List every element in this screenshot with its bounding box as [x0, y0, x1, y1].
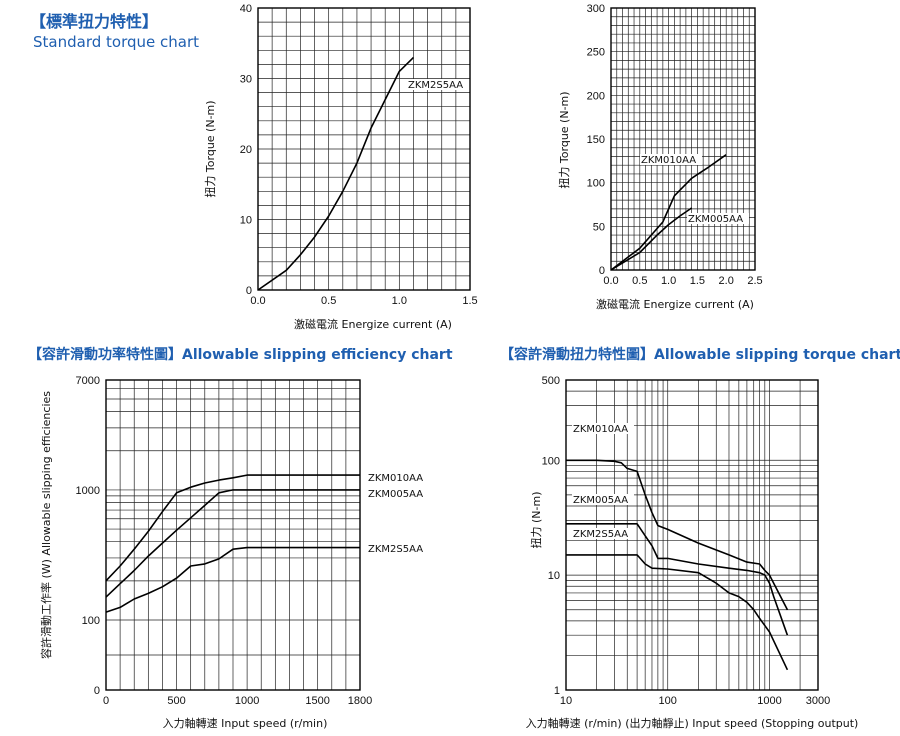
series-line-zkm010aa — [105, 474, 360, 582]
x-tick-label: 0 — [103, 695, 109, 707]
slip-efficiency-chart: 0 500 1000 1500 1800 0 100 1000 7000 入力軸轉速 Input … — [39, 375, 429, 730]
series-label-bg — [367, 472, 429, 483]
x-tick-label: 1000 — [757, 695, 781, 707]
series-line-zkm005aa — [610, 207, 693, 271]
y-tick-label: 0 — [599, 265, 605, 277]
series-label-bg — [367, 543, 429, 554]
x-tick-label: 100 — [659, 695, 677, 707]
torque-small-ylabel: 扭力 Torque (N-m) — [203, 100, 217, 197]
y-tick-label: 0 — [246, 285, 252, 297]
series-label-zkm005aa: ZKM005AA — [368, 489, 423, 500]
x-tick-label: 1.0 — [392, 295, 407, 307]
slip-efficiency-grid — [105, 379, 361, 691]
y-tick-label: 10 — [240, 215, 252, 227]
series-label-bg — [687, 213, 749, 224]
torque-large-chart: 0.0 0.5 1.0 1.5 2.0 2.5 0 50 100 150 200 250 300 激磁電流… — [557, 3, 763, 311]
series-label-zkm2s5aa: ZKM2S5AA — [368, 544, 423, 555]
y-tick-label: 40 — [240, 3, 252, 15]
x-tick-label: 0.5 — [321, 295, 336, 307]
series-label-bg — [572, 423, 634, 434]
y-tick-label: 7000 — [76, 375, 100, 387]
y-tick-label: 1000 — [76, 485, 100, 497]
series-label-zkm005aa: ZKM005AA — [688, 214, 743, 225]
series-line-zkm010aa — [610, 154, 727, 271]
series-label-bg — [572, 494, 634, 505]
x-tick-label: 2.5 — [747, 275, 762, 287]
series-line-zkm2s5aa — [105, 546, 360, 613]
y-tick-label: 20 — [240, 144, 252, 156]
series-label-bg — [367, 488, 429, 499]
x-tick-label: 1500 — [305, 695, 329, 707]
torque-large-xlabel: 激磁電流 Energize current (A) — [596, 297, 754, 311]
series-label-zkm010aa: ZKM010AA — [573, 424, 628, 435]
slip-torque-xlabel: 入力軸轉速 (r/min) (出力軸靜止) Input speed (Stopp… — [526, 716, 859, 730]
x-tick-label: 1.5 — [462, 295, 477, 307]
slip-efficiency-frame — [105, 379, 361, 691]
y-tick-label: 100 — [542, 455, 560, 467]
torque-small-chart: 0.0 0.5 1.0 1.5 0 10 20 30 40 激磁電流 Energize curre… — [203, 3, 478, 331]
series-label-zkm010aa: ZKM010AA — [368, 473, 423, 484]
x-tick-label: 0.0 — [250, 295, 265, 307]
y-tick-label: 500 — [542, 375, 560, 387]
y-tick-label: 30 — [240, 74, 252, 86]
series-label-zkm2s5aa: ZKM2S5AA — [408, 80, 463, 91]
y-tick-label: 300 — [587, 3, 605, 15]
series-label-bg — [640, 154, 702, 165]
series-line-zkm010aa — [566, 459, 789, 611]
torque-small-xlabel: 激磁電流 Energize current (A) — [294, 317, 452, 331]
series-line-zkm005aa — [566, 522, 789, 636]
slip-torque-frame — [565, 379, 819, 691]
slip-efficiency-ylabel: 容許滑動工作率 (W) Allowable slipping efficienc… — [39, 391, 53, 659]
y-tick-label: 200 — [587, 90, 605, 102]
x-tick-label: 0.5 — [632, 275, 647, 287]
torque-large-grid — [610, 7, 756, 271]
x-tick-label: 1.5 — [690, 275, 705, 287]
x-tick-label: 500 — [167, 695, 185, 707]
slip-torque-ylabel: 扭力 (N-m) — [529, 492, 543, 549]
slip-efficiency-xlabel: 入力軸轉速 Input speed (r/min) — [163, 716, 328, 730]
y-tick-label: 100 — [82, 615, 100, 627]
y-tick-label: 0 — [94, 685, 100, 697]
y-tick-label: 150 — [587, 134, 605, 146]
y-tick-label: 10 — [548, 570, 560, 582]
slip-efficiency-heading: 【容許滑動功率特性圖】Allowable slipping efficiency… — [28, 347, 453, 363]
series-line-zkm2s5aa — [257, 56, 415, 291]
y-tick-label: 100 — [587, 178, 605, 190]
torque-large-ylabel: 扭力 Torque (N-m) — [557, 91, 571, 188]
series-label-bg — [572, 528, 634, 539]
y-tick-label: 1 — [554, 685, 560, 697]
y-tick-label: 250 — [587, 47, 605, 59]
series-label-zkm010aa: ZKM010AA — [641, 155, 696, 166]
x-tick-label: 1800 — [348, 695, 372, 707]
series-line-zkm005aa — [105, 489, 360, 598]
series-line-zkm2s5aa — [566, 554, 789, 671]
standard-torque-heading-en: Standard torque chart — [33, 33, 199, 51]
x-tick-label: 1000 — [235, 695, 259, 707]
slip-torque-heading: 【容許滑動扭力特性圖】Allowable slipping torque cha… — [500, 347, 900, 363]
standard-torque-heading-zh: 【標準扭力特性】 — [30, 12, 159, 31]
torque-small-grid — [257, 7, 471, 291]
x-tick-label: 10 — [560, 695, 572, 707]
x-tick-label: 2.0 — [719, 275, 734, 287]
series-label-zkm005aa: ZKM005AA — [573, 495, 628, 506]
torque-small-frame — [257, 7, 471, 291]
y-tick-label: 50 — [593, 221, 605, 233]
series-label-bg — [407, 79, 469, 90]
x-tick-label: 0.0 — [603, 275, 618, 287]
series-label-zkm2s5aa: ZKM2S5AA — [573, 529, 628, 540]
x-tick-label: 3000 — [806, 695, 830, 707]
torque-large-frame — [610, 7, 756, 271]
x-tick-label: 1.0 — [661, 275, 676, 287]
